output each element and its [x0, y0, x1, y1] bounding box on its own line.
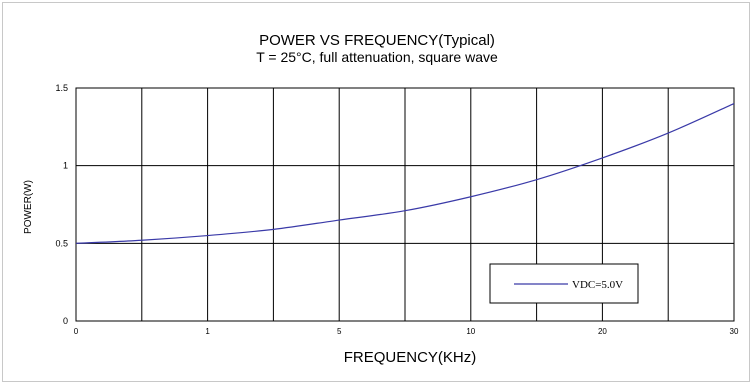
x-tick-label: 5 [337, 327, 342, 336]
x-tick-label: 20 [598, 327, 607, 336]
y-tick-label: 1 [63, 161, 68, 171]
x-tick-label: 0 [74, 327, 79, 336]
x-tick-label: 30 [730, 327, 739, 336]
plot-border [75, 87, 735, 322]
y-tick-label: 0 [63, 316, 68, 326]
series-line-vdc-5v [75, 102, 735, 244]
x-tick-label: 1 [205, 327, 210, 336]
x-tick-labels: 0 1 5 10 20 30 [74, 327, 739, 336]
chart-subtitle: T = 25°C, full attenuation, square wave [256, 49, 498, 65]
x-tick-label: 10 [466, 327, 475, 336]
legend-label: VDC=5.0V [572, 279, 623, 291]
legend: VDC=5.0V [489, 263, 639, 304]
x-axis-label: FREQUENCY(KHz) [343, 349, 477, 366]
y-tick-label: 0.5 [55, 238, 68, 248]
y-tick-labels: 0 0.5 1 1.5 [55, 83, 68, 326]
grid-lines [76, 88, 734, 321]
chart-frame [2, 2, 750, 382]
y-axis-label: POWER(W) [23, 180, 34, 234]
y-tick-label: 1.5 [55, 83, 68, 93]
chart-title: POWER VS FREQUENCY(Typical) [259, 32, 495, 49]
